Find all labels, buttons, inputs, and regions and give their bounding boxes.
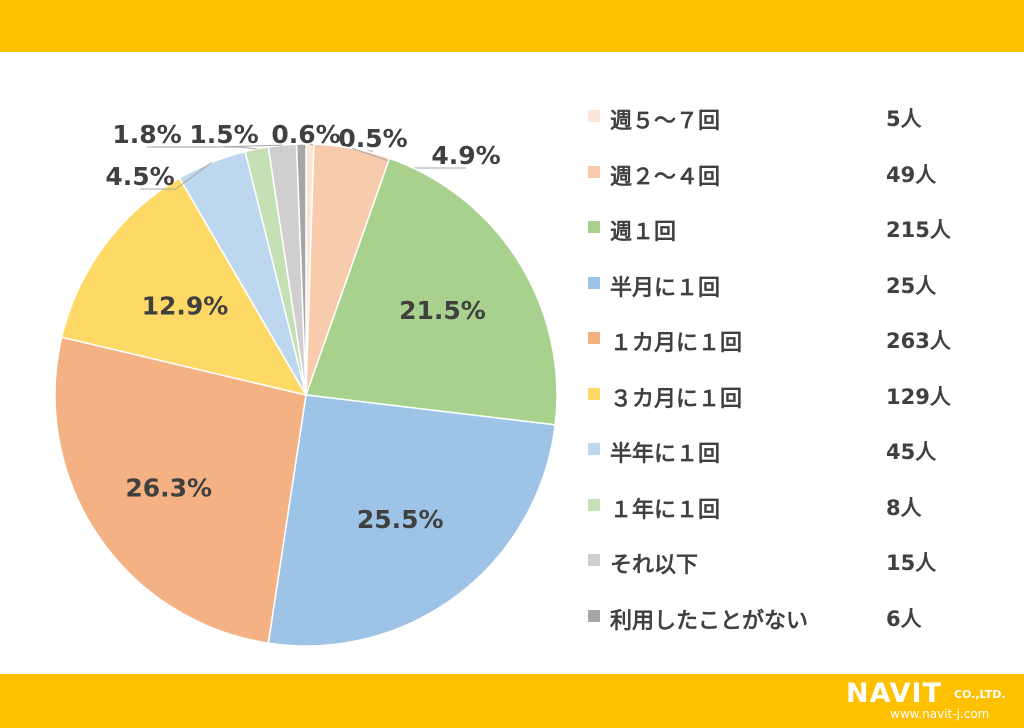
top-banner (0, 0, 1024, 52)
legend-label: 半月に１回 (610, 275, 721, 301)
slice-percent-label: 0.6% (271, 120, 340, 149)
pie-slice (60, 177, 308, 397)
slice-percent-label: 12.9% (142, 291, 229, 320)
legend-item: 利用したことがない 6人 (588, 597, 968, 637)
slice-percent-label: 4.9% (431, 141, 500, 170)
legend-count: 25人 (886, 273, 937, 298)
legend-count: 15人 (886, 551, 937, 575)
legend-swatch (588, 332, 600, 344)
slice-percent-label: 4.5% (105, 162, 174, 191)
legend-count: 215人 (886, 218, 951, 242)
legend-swatch (588, 165, 600, 178)
legend-swatch (588, 554, 600, 566)
logo-company-suffix: CO.,LTD. (954, 688, 1006, 701)
slice-percent-label: 26.3% (125, 474, 212, 503)
legend-count: 49人 (886, 162, 937, 187)
legend-label: 週５～７回 (610, 109, 721, 134)
pie-slice (54, 336, 307, 645)
legend-label: 週１回 (610, 220, 677, 245)
legend-item: 半月に１回 25人 (588, 264, 968, 304)
legend-item: 週５～７回 5人 (588, 97, 968, 137)
slice-percent-label: 1.8% (112, 120, 181, 149)
slice-percent-label: 21.5% (399, 296, 486, 325)
legend-item: １年に１回 8人 (588, 486, 968, 526)
legend-swatch (588, 498, 600, 511)
leader-line (147, 144, 283, 148)
legend-label: １年に１回 (610, 497, 721, 523)
legend-item: それ以下 15人 (588, 541, 968, 581)
legend-count: 45人 (886, 440, 937, 464)
legend-item: 週２～４回 49人 (588, 153, 968, 193)
legend-label: 半年に１回 (610, 442, 721, 467)
legend-count: 6人 (886, 606, 922, 631)
legend-count: 129人 (886, 384, 951, 409)
pie-slice (267, 394, 557, 647)
legend-count: 5人 (886, 107, 922, 131)
logo-url: www.navit-j.com (890, 707, 990, 721)
legend-count: 263人 (886, 329, 951, 353)
leader-line (140, 162, 212, 190)
bottom-banner (0, 674, 1024, 728)
legend-swatch (588, 110, 600, 122)
slice-percent-label: 25.5% (357, 505, 444, 534)
legend-swatch (588, 276, 600, 289)
pie-chart: 0.5%4.9%21.5%25.5%26.3%12.9%4.5%1.5%1.8%… (54, 120, 558, 647)
navit-logo: NAVIT CO.,LTD. www.navit-j.com (846, 678, 1016, 724)
legend-swatch (588, 387, 600, 400)
legend-swatch (588, 221, 600, 233)
legend-label: １カ月に１回 (610, 331, 743, 356)
legend-item: 週１回 215人 (588, 208, 968, 248)
legend-label: それ以下 (610, 553, 699, 578)
legend-label: 週２～４回 (610, 164, 721, 190)
legend-label: ３カ月に１回 (610, 386, 743, 412)
logo-wordmark: NAVIT (846, 678, 943, 709)
legend-label: 利用したことがない (610, 608, 809, 634)
legend-item: １カ月に１回 263人 (588, 319, 968, 359)
slice-percent-label: 1.5% (189, 120, 258, 149)
legend-item: ３カ月に１回 129人 (588, 375, 968, 415)
legend-item: 半年に１回 45人 (588, 430, 968, 470)
leader-line (300, 143, 306, 148)
legend-swatch (588, 443, 600, 455)
legend-count: 8人 (886, 495, 922, 520)
legend-swatch (588, 609, 600, 622)
pie-slice (304, 157, 558, 426)
